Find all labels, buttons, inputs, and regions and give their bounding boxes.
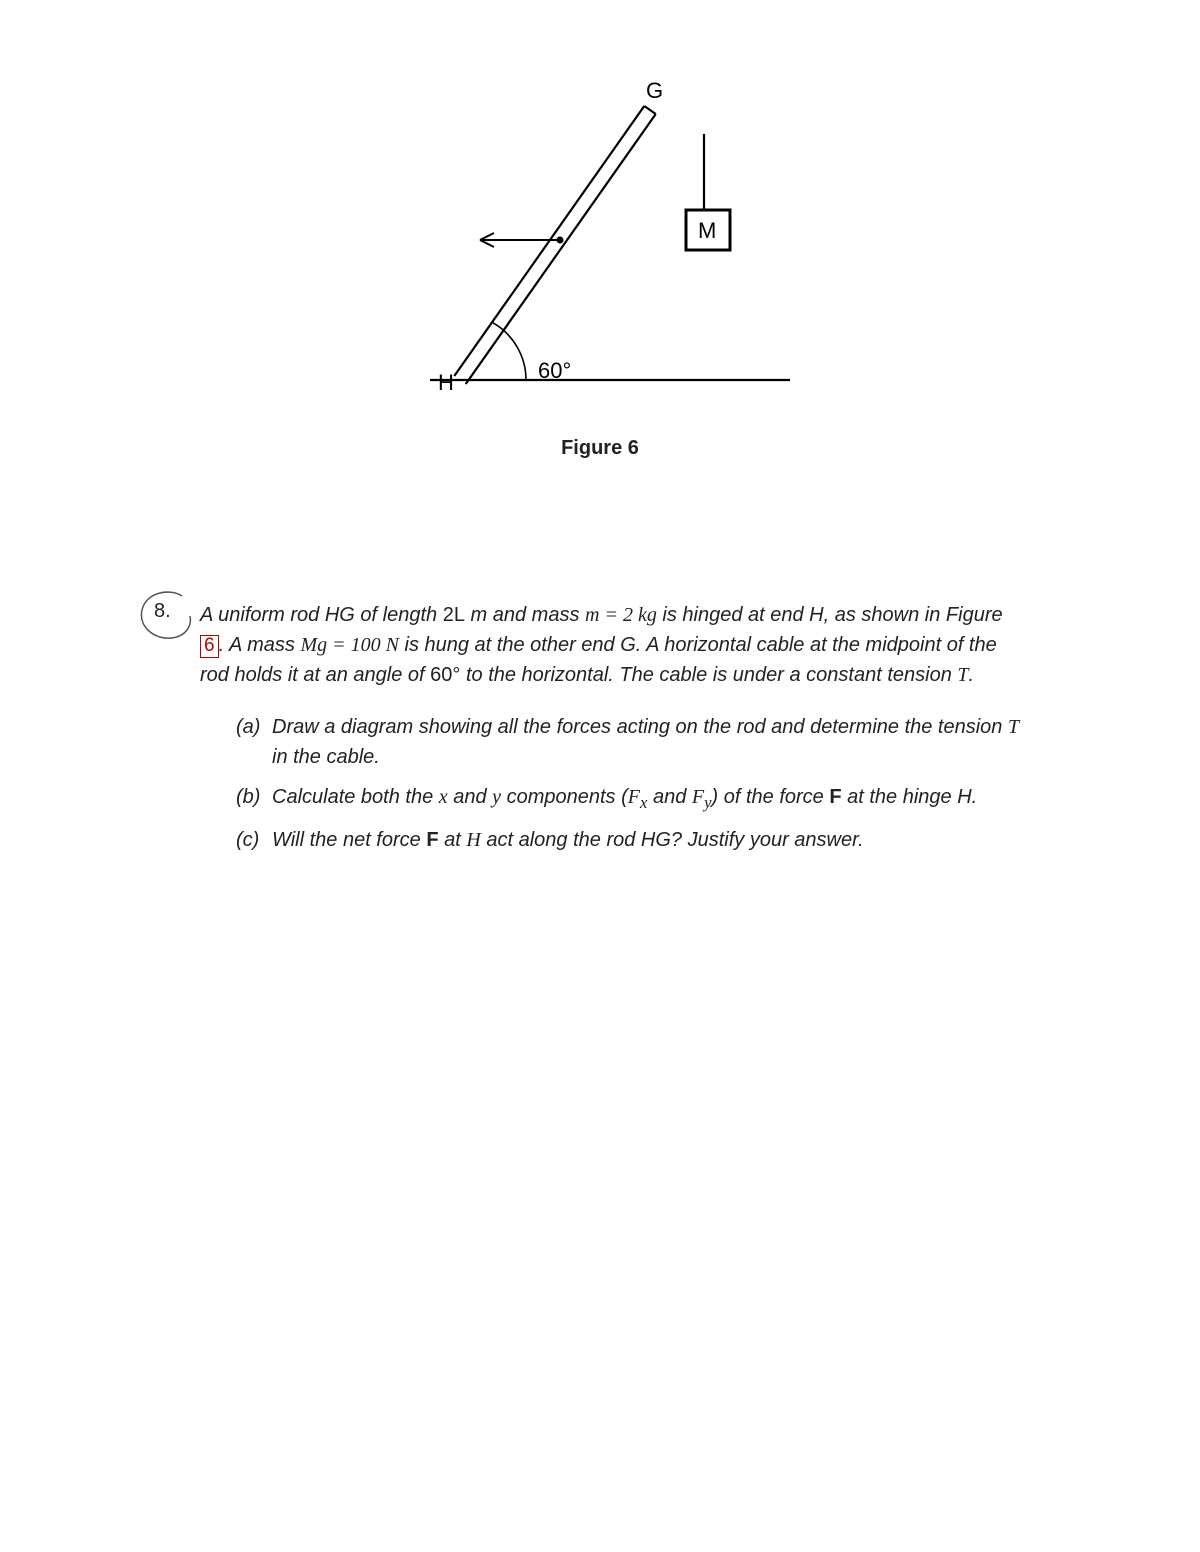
subparts-list: (a) Draw a diagram showing all the force…	[236, 712, 1060, 855]
question-number: 8.	[154, 600, 171, 623]
subpart-a-label: (a)	[236, 712, 260, 742]
subpart-c-text: act along the rod HG? Justify your answe…	[481, 829, 864, 851]
page: H G 60° M Figure 6 8. A uniform rod HG of l…	[0, 0, 1200, 1552]
angle-value: 60°	[430, 664, 460, 686]
subpart-b-text: and	[647, 786, 691, 808]
subpart-c: (c) Will the net force F at H act along …	[236, 825, 1032, 855]
figure-caption: Figure 6	[140, 437, 1060, 460]
figure-wrap: H G 60° M Figure 6	[140, 80, 1060, 460]
figure-reference: 6	[200, 635, 219, 658]
H-var: H	[466, 829, 480, 851]
y-var: y	[492, 786, 501, 808]
question-intro: A uniform rod HG of length 2L m and mass…	[200, 600, 1020, 690]
intro-text: .	[969, 664, 975, 686]
intro-text: m and mass	[465, 604, 585, 626]
subpart-b-text: components (	[501, 786, 628, 808]
tension-T: T	[957, 664, 968, 686]
figure-6-svg: H G 60° M	[390, 80, 810, 420]
svg-text:H: H	[438, 370, 454, 395]
svg-text:60°: 60°	[538, 358, 571, 383]
subpart-b-text: at the hinge H.	[842, 786, 978, 808]
x-var: x	[439, 786, 448, 808]
tension-T: T	[1008, 716, 1019, 738]
subpart-b-label: (b)	[236, 782, 260, 812]
intro-text: . A mass	[219, 634, 301, 656]
Fx: Fx	[628, 786, 648, 808]
subpart-a-text: Draw a diagram showing all the forces ac…	[272, 716, 1008, 738]
figure-svg-container: H G 60° M	[390, 80, 810, 425]
subpart-c-label: (c)	[236, 825, 259, 855]
intro-text: A uniform rod HG of length	[200, 604, 443, 626]
subpart-a: (a) Draw a diagram showing all the force…	[236, 712, 1032, 772]
question-8: 8. A uniform rod HG of length 2L m and m…	[140, 600, 1060, 855]
subpart-b-text: ) of the force	[712, 786, 830, 808]
Mg-equation: Mg = 100 N	[300, 634, 399, 656]
Fy: Fy	[692, 786, 712, 808]
force-F: F	[829, 786, 841, 808]
subpart-c-text: Will the net force	[272, 829, 426, 851]
svg-text:G: G	[646, 80, 663, 103]
subpart-a-text: in the cable.	[272, 746, 380, 768]
intro-text: is hinged at end H, as shown in Figure	[657, 604, 1003, 626]
length-value: 2L	[443, 604, 465, 626]
mass-equation: m = 2 kg	[585, 604, 657, 626]
svg-text:M: M	[698, 218, 716, 243]
force-F: F	[426, 829, 438, 851]
subpart-b-text: Calculate both the	[272, 786, 439, 808]
intro-text: to the horizontal. The cable is under a …	[460, 664, 957, 686]
subpart-c-text: at	[439, 829, 467, 851]
subpart-b: (b) Calculate both the x and y component…	[236, 782, 1032, 815]
subpart-b-text: and	[448, 786, 492, 808]
